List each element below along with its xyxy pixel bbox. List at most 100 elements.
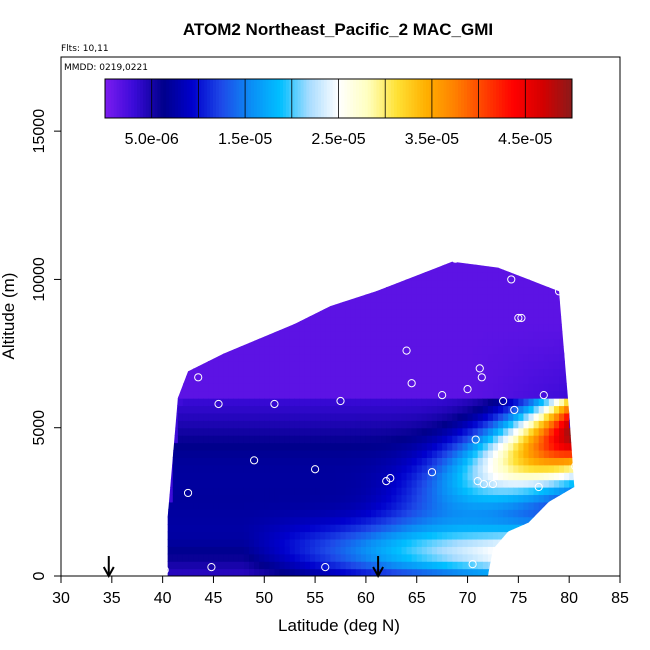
heatmap-cell [365, 375, 372, 384]
heatmap-cell [233, 449, 240, 458]
heatmap-cell [442, 427, 448, 436]
heatmap-cell [167, 383, 174, 392]
heatmap-cell [472, 331, 479, 340]
heatmap-cell [320, 509, 326, 518]
heatmap-cell [518, 331, 525, 340]
heatmap-cell [203, 272, 209, 281]
heatmap-cell [457, 346, 464, 355]
heatmap-cell [391, 250, 397, 258]
heatmap-cell [182, 472, 189, 481]
heatmap-cell [543, 383, 550, 392]
heatmap-cell [218, 309, 225, 318]
heatmap-cell [553, 331, 560, 340]
heatmap-cell [498, 568, 504, 576]
heatmap-cell [376, 398, 382, 407]
heatmap-cell [365, 501, 372, 510]
heatmap-cell [482, 346, 489, 355]
heatmap-cell [391, 538, 397, 547]
colorbar-segment [233, 79, 237, 118]
heatmap-cell [167, 338, 169, 347]
heatmap-cell [264, 398, 270, 407]
heatmap-cell [523, 457, 530, 466]
heatmap-cell [254, 405, 260, 414]
heatmap-cell [238, 353, 245, 362]
heatmap-cell [513, 279, 519, 288]
heatmap-cell [503, 531, 509, 540]
heatmap-cell [269, 316, 276, 325]
heatmap-cell [259, 375, 265, 384]
heatmap-cell [289, 301, 296, 310]
heatmap-cell [203, 487, 209, 496]
heatmap-cell [335, 360, 342, 369]
heatmap-cell [325, 338, 331, 347]
heatmap-cell [172, 331, 179, 340]
heatmap-cell [167, 479, 174, 488]
heatmap-cell [294, 561, 301, 570]
heatmap-cell [223, 316, 230, 325]
heatmap-cell [564, 472, 570, 481]
heatmap-cell [350, 516, 357, 525]
heatmap-cell [218, 272, 225, 281]
heatmap-cell [188, 294, 194, 303]
heatmap-cell [528, 479, 535, 488]
colorbar-segment [271, 79, 275, 118]
heatmap-cell [487, 568, 494, 576]
heatmap-cell [259, 346, 265, 355]
heatmap-cell [330, 405, 337, 414]
heatmap-cell [528, 546, 535, 555]
colorbar-segment [402, 79, 407, 118]
heatmap-cell [213, 398, 220, 407]
heatmap-cell [467, 509, 474, 518]
heatmap-cell [472, 494, 479, 503]
heatmap-cell [188, 531, 194, 540]
heatmap-cell [416, 301, 423, 310]
heatmap-cell [335, 272, 342, 281]
heatmap-cell [279, 524, 286, 533]
heatmap-cell [259, 427, 265, 436]
heatmap-cell [487, 360, 494, 369]
heatmap-cell [391, 279, 397, 288]
heatmap-cell [533, 368, 540, 377]
heatmap-cell [244, 250, 250, 258]
sample-point [539, 390, 548, 400]
heatmap-cell [406, 449, 413, 458]
heatmap-cell [447, 405, 453, 414]
heatmap-cell [340, 301, 347, 310]
sample-point [336, 396, 345, 406]
heatmap-cell [543, 286, 550, 295]
colorbar-segment [566, 79, 570, 118]
heatmap-cell [228, 531, 235, 540]
heatmap-cell [508, 538, 514, 547]
heatmap-cell [299, 338, 306, 347]
heatmap-cell [401, 331, 408, 340]
heatmap-cell [498, 383, 504, 392]
heatmap-cell [523, 427, 530, 436]
heatmap-cell [487, 516, 494, 525]
heatmap-cell [284, 501, 291, 510]
heatmap-cell [330, 531, 337, 540]
heatmap-cell [182, 375, 189, 384]
heatmap-cell [559, 323, 565, 332]
heatmap-cell [462, 516, 469, 525]
heatmap-cell [467, 516, 474, 525]
heatmap-cell [365, 487, 372, 496]
heatmap-cell [254, 501, 260, 510]
x-tick-label: 45 [205, 590, 223, 607]
heatmap-cell [182, 286, 189, 295]
heatmap-cell [503, 464, 509, 473]
heatmap-cell [177, 338, 184, 347]
heatmap-cell [574, 494, 580, 502]
heatmap-cell [182, 524, 189, 533]
heatmap-cell [249, 568, 255, 576]
heatmap-cell [355, 487, 362, 496]
heatmap-cell [370, 524, 377, 533]
heatmap-cell [167, 553, 174, 562]
heatmap-cell [360, 286, 367, 295]
heatmap-cell [182, 272, 189, 281]
heatmap-cell [487, 420, 494, 429]
heatmap-cell [508, 412, 514, 421]
heatmap-cell [492, 487, 499, 496]
heatmap-cell [223, 301, 230, 310]
heatmap-cell [452, 279, 458, 288]
heatmap-cell [498, 435, 504, 444]
